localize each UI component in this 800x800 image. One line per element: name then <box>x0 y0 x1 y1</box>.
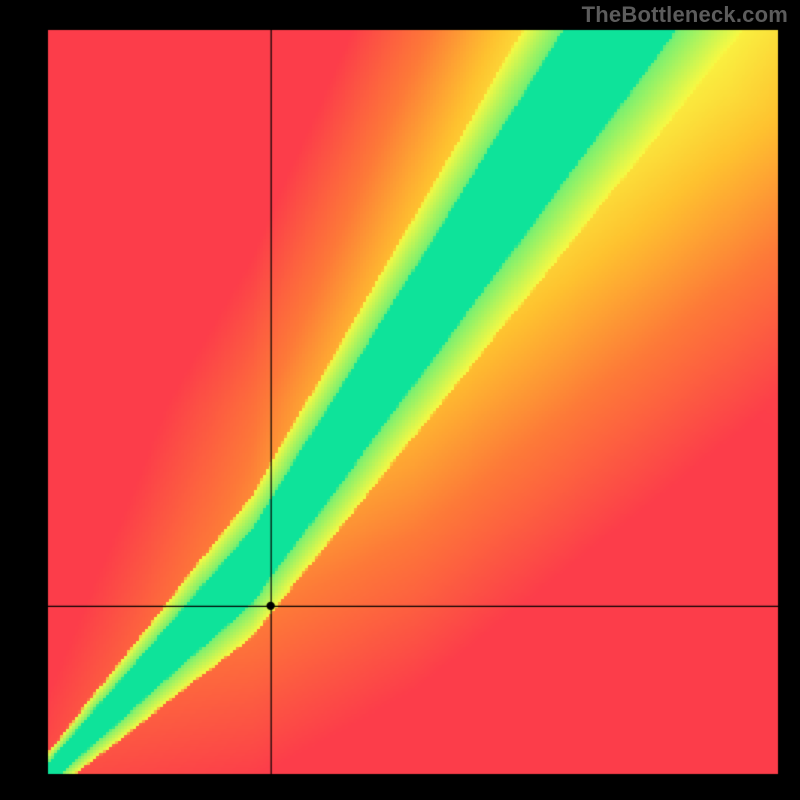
heatmap-canvas <box>0 0 800 800</box>
chart-frame: TheBottleneck.com <box>0 0 800 800</box>
watermark-text: TheBottleneck.com <box>582 2 788 28</box>
